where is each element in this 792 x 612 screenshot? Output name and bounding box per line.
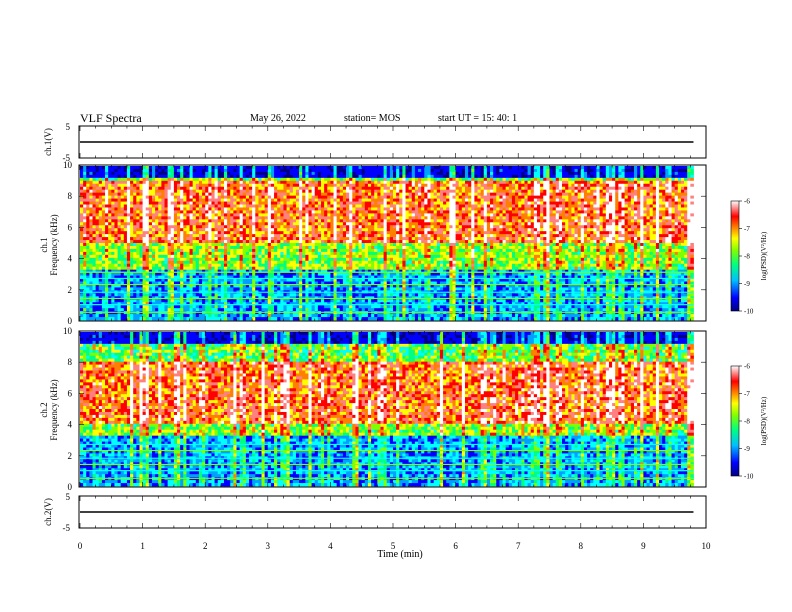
ch2-spec-ytick: 0 xyxy=(68,482,73,492)
ch2-spec-ylabel-line2: Frequency (kHz) xyxy=(49,379,59,440)
ch1-colorbar-tick: -10 xyxy=(744,308,754,316)
ch1-spec-ytick: 6 xyxy=(68,222,73,232)
ch2-voltage-ylabel: ch.2(V) xyxy=(43,498,53,526)
ch1-colorbar-tick: -8 xyxy=(744,253,750,261)
ch1-spec-ylabel-line1: ch.1 xyxy=(39,237,49,252)
ch1-ytick-top: 5 xyxy=(66,122,71,132)
ch2-spec-ylabel-line1: ch.2 xyxy=(39,402,49,417)
ch1-colorbar-gradient xyxy=(731,201,739,311)
ch2-spec-ytick: 8 xyxy=(68,357,73,367)
ch1-colorbar-label: log(PSD)(V²/Hz) xyxy=(760,231,768,280)
ch2-spec-ytick: 2 xyxy=(68,451,73,461)
x-tick-label: 9 xyxy=(641,541,646,551)
ch2-ytick-bottom: -5 xyxy=(63,523,71,533)
x-tick-label: 8 xyxy=(579,541,584,551)
ch1-spec-ytick: 0 xyxy=(68,316,73,326)
ch1-colorbar-tick: -9 xyxy=(744,280,750,288)
x-tick-label: 3 xyxy=(266,541,271,551)
ch1-spec-ytick: 8 xyxy=(68,191,73,201)
ch1-colorbar-tick: -6 xyxy=(744,198,750,206)
x-tick-label: 6 xyxy=(453,541,458,551)
ch2-ytick-top: 5 xyxy=(66,492,71,502)
ch2-colorbar-tick: -9 xyxy=(744,445,750,453)
ch1-spec-ytick: 4 xyxy=(68,254,73,264)
ch2-spec-ytick: 6 xyxy=(68,388,73,398)
x-tick-label: 10 xyxy=(702,541,712,551)
ch2-colorbar: -6 -7 -8 -9 -10 log(PSD)(V²/Hz) xyxy=(731,363,768,481)
ch1-voltage-ylabel: ch.1(V) xyxy=(43,128,53,156)
ch1-spec-ylabel-line2: Frequency (kHz) xyxy=(49,214,59,275)
ch2-colorbar-tick: -10 xyxy=(744,473,754,481)
x-tick-label: 4 xyxy=(328,541,333,551)
ch1-spectrogram xyxy=(80,166,694,320)
ch2-spec-ytick: 4 xyxy=(68,420,73,430)
x-tick-label: 7 xyxy=(516,541,521,551)
x-axis-label: Time (min) xyxy=(377,549,422,560)
ch2-colorbar-gradient xyxy=(731,366,739,476)
ch1-ytick-bottom: -5 xyxy=(63,153,71,163)
ch1-colorbar-tick: -7 xyxy=(744,225,750,233)
ch2-colorbar-label: log(PSD)(V²/Hz) xyxy=(760,396,768,445)
ch2-spectrogram xyxy=(80,332,694,486)
vlf-figure: 0 1 2 3 4 5 6 7 8 9 1002468100246810 5 -5 5 -5 ch.… xyxy=(0,0,792,612)
ch2-spec-ytick: 10 xyxy=(63,326,73,336)
ch1-spec-ytick: 2 xyxy=(68,285,73,295)
x-tick-label: 0 xyxy=(78,541,83,551)
ch2-colorbar-tick: -8 xyxy=(744,418,750,426)
ch2-colorbar-tick: -7 xyxy=(744,390,750,398)
vlf-spectra-page: VLF Spectra May 26, 2022 station= MOS st… xyxy=(0,0,792,612)
ch2-colorbar-tick: -6 xyxy=(744,363,750,371)
ch1-colorbar: -6 -7 -8 -9 -10 log(PSD)(V²/Hz) xyxy=(731,198,768,316)
x-tick-label: 2 xyxy=(203,541,208,551)
x-tick-label: 1 xyxy=(140,541,145,551)
